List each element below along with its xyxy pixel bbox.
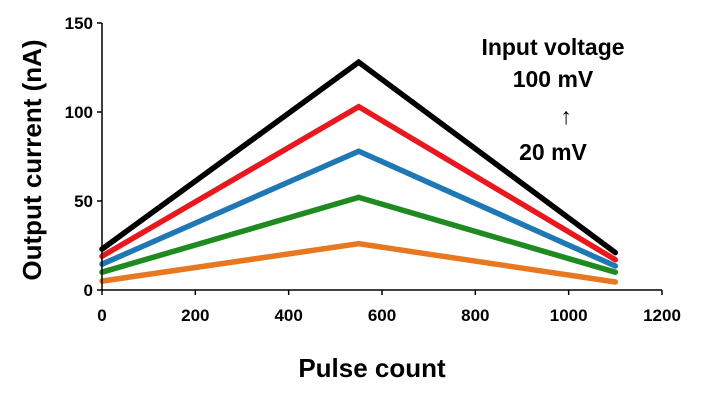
y-tick-label: 100 xyxy=(65,103,93,122)
series-line-1 xyxy=(99,58,619,256)
series-line-2 xyxy=(99,103,619,263)
x-tick-label: 600 xyxy=(368,306,396,325)
x-tick-label: 400 xyxy=(274,306,302,325)
series-line-3 xyxy=(99,148,619,269)
annotation-line-3: 20 mV xyxy=(519,139,587,165)
series-layer xyxy=(99,58,619,285)
x-tick-label: 200 xyxy=(181,306,209,325)
series-line-5 xyxy=(99,240,619,285)
y-ticks: 0 50 100 150 xyxy=(65,14,102,300)
x-tick-label: 1200 xyxy=(643,306,681,325)
x-ticks: 0 200 400 600 800 1000 1200 xyxy=(97,290,681,325)
x-tick-label: 0 xyxy=(97,306,106,325)
x-tick-label: 1000 xyxy=(550,306,588,325)
x-axis-title: Pulse count xyxy=(298,353,446,383)
series-line-4 xyxy=(99,194,619,275)
annotation-line-2: 100 mV xyxy=(513,66,594,92)
y-tick-label: 50 xyxy=(74,192,93,211)
x-tick-label: 800 xyxy=(461,306,489,325)
y-tick-label: 150 xyxy=(65,14,93,33)
annotation-line-1: Input voltage xyxy=(481,34,624,60)
annotation-arrow: ↑ xyxy=(560,103,572,129)
y-axis-title: Output current (nA) xyxy=(17,39,47,280)
y-tick-label: 0 xyxy=(84,281,93,300)
